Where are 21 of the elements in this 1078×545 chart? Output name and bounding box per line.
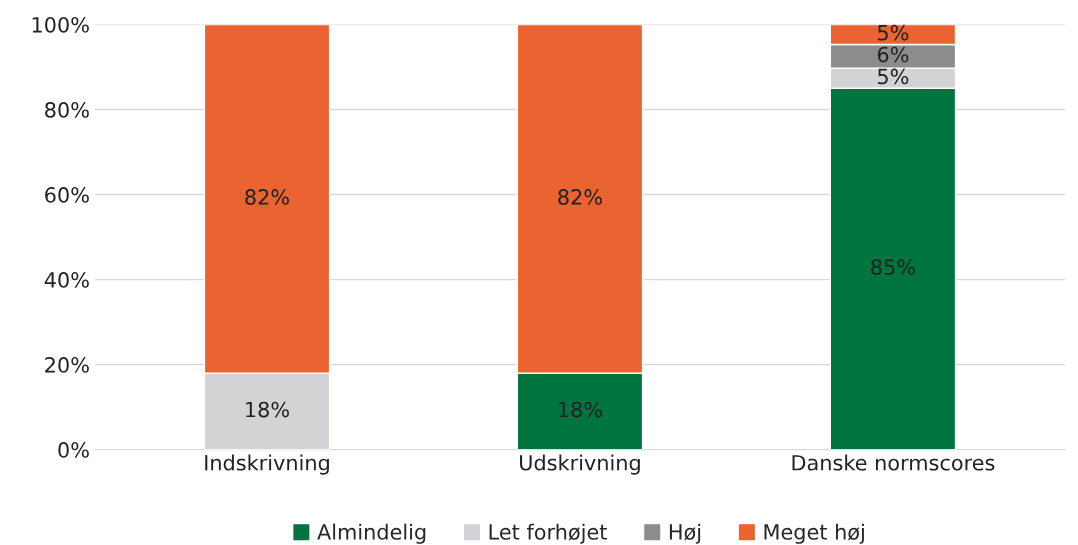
data-label: 82% xyxy=(558,189,602,205)
x-tick-label: Udskrivning xyxy=(520,454,640,475)
y-tick-label: 80% xyxy=(45,102,89,118)
y-tick-label: 0% xyxy=(58,442,89,458)
y-tick-label: 60% xyxy=(45,187,89,203)
data-label: 6% xyxy=(877,46,909,63)
y-tick-label: 20% xyxy=(45,357,89,373)
data-label: 82% xyxy=(245,189,289,205)
legend-label: Almindelig xyxy=(317,523,426,544)
y-tick-label: 40% xyxy=(44,272,89,288)
legend-label: Let forhøjet xyxy=(489,523,607,544)
x-tick-label: Indskrivning xyxy=(205,454,329,475)
data-label: 85% xyxy=(871,259,915,275)
y-tick-label: 100% xyxy=(32,16,89,33)
data-label: 5% xyxy=(878,24,909,41)
legend-label: Meget høj xyxy=(764,523,864,544)
x-tick-label: Danske normscores xyxy=(792,454,995,471)
data-label: 5% xyxy=(878,68,909,85)
data-label: 18% xyxy=(246,401,289,418)
legend-label: Høj xyxy=(669,523,701,544)
data-label: 18% xyxy=(559,401,602,418)
